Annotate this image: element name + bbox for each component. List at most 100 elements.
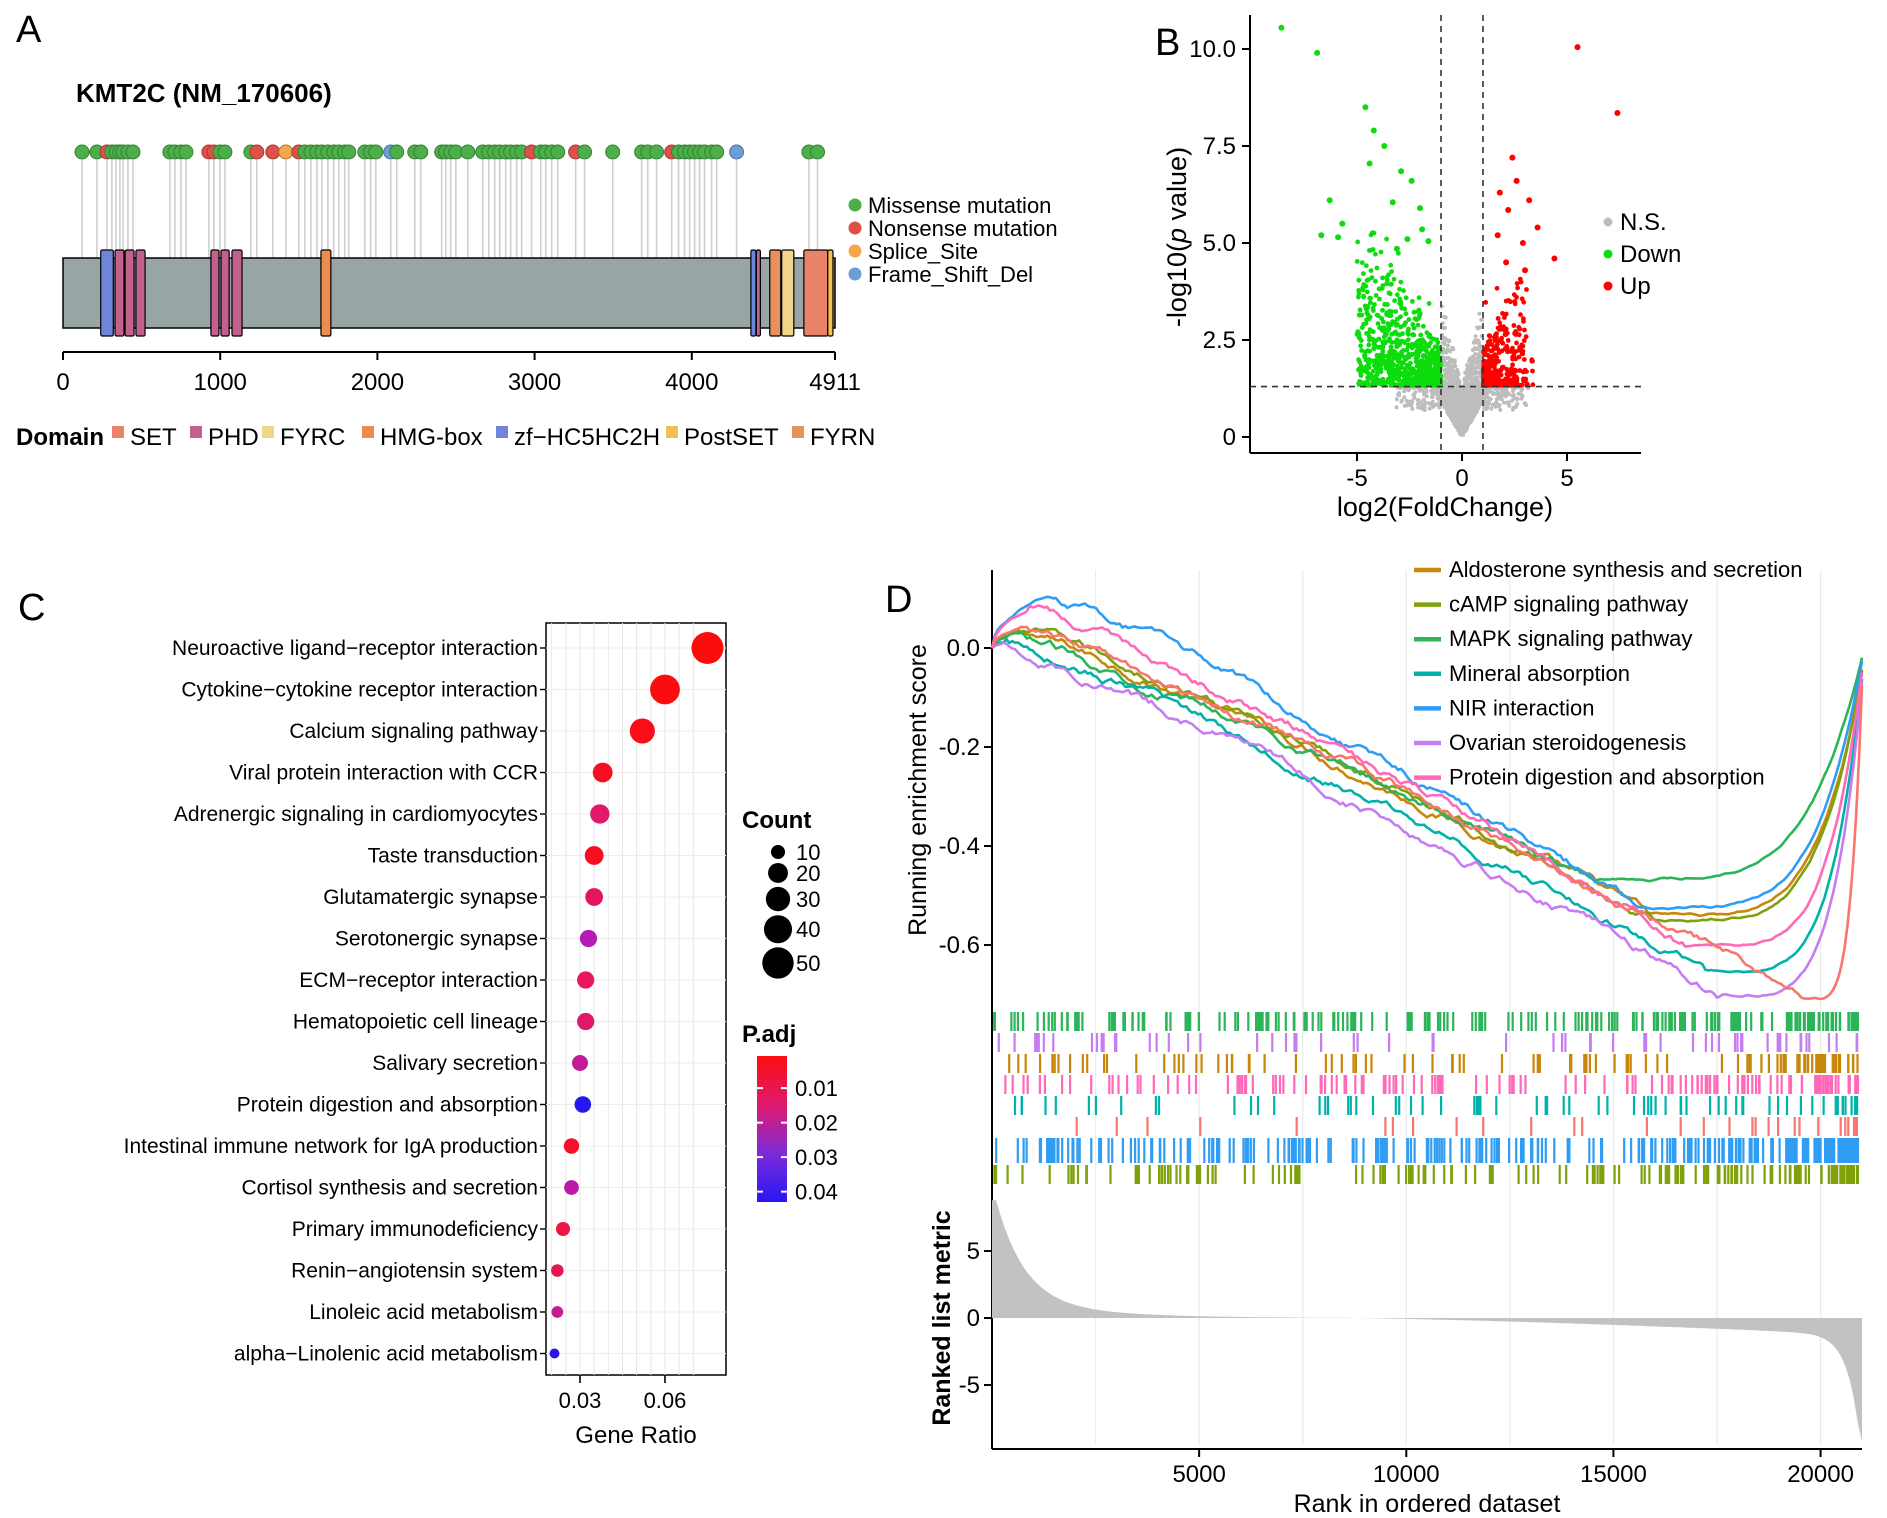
pathway-label: Intestinal immune network for IgA produc… xyxy=(124,1135,538,1158)
pathway-dot xyxy=(551,1306,564,1318)
volcano-y-tick: 0 xyxy=(1223,424,1236,451)
padj-legend-title: P.adj xyxy=(742,1021,796,1048)
domain-swatch xyxy=(362,426,374,438)
gsea-curve xyxy=(991,641,1864,1000)
rank-tick-label: 20000 xyxy=(1787,1461,1854,1488)
gene-ratio-tick: 0.03 xyxy=(559,1388,602,1413)
pathway-label: Viral protein interaction with CCR xyxy=(229,762,538,785)
pathway-dot xyxy=(592,762,613,783)
gene-ratio-tick: 0.06 xyxy=(644,1388,687,1413)
x-tick-label: 0 xyxy=(56,369,69,396)
pathway-dot xyxy=(574,1096,592,1113)
domain-swatch xyxy=(792,426,804,438)
domain-legend-label: PHD xyxy=(208,424,259,451)
domain-swatch xyxy=(112,426,124,438)
mutation-legend-label: Splice_Site xyxy=(868,239,978,264)
domain-legend-label: FYRN xyxy=(810,424,875,451)
count-legend-title: Count xyxy=(742,807,811,834)
count-legend-value: 50 xyxy=(796,951,820,976)
pathway-dot xyxy=(555,1221,571,1237)
x-tick-label: 4911 xyxy=(809,369,861,396)
pathway-label: Protein digestion and absorption xyxy=(237,1094,538,1117)
count-legend-value: 10 xyxy=(796,840,820,865)
pathway-dot xyxy=(564,1180,579,1195)
volcano-thresholds xyxy=(1250,15,1641,453)
gsea-legend-label: Aldosterone synthesis and secretion xyxy=(1449,557,1802,582)
domain-legend-label: PostSET xyxy=(684,424,779,451)
pathway-dot xyxy=(563,1138,580,1154)
panel-a-letter: A xyxy=(16,9,42,51)
rug-row xyxy=(1004,1075,1860,1094)
x-tick-label: 1000 xyxy=(194,369,247,396)
gsea-legend-label: cAMP signaling pathway xyxy=(1449,592,1688,617)
metric-tick-label: 5 xyxy=(967,1238,980,1265)
gsea-grid xyxy=(1094,570,1822,1445)
rug-row xyxy=(995,1138,1860,1163)
splice-legend-dot xyxy=(848,244,862,258)
padj-legend: P.adj 0.01 0.02 0.03 0.04 xyxy=(742,1021,838,1205)
pathway-dot xyxy=(584,846,604,865)
rug-row xyxy=(1008,1054,1859,1073)
gsea-legend-label: Mineral absorption xyxy=(1449,661,1630,686)
count-legend-value: 40 xyxy=(796,917,820,942)
pathway-label: Hematopoietic cell lineage xyxy=(293,1011,538,1034)
count-legend-value: 20 xyxy=(796,861,820,886)
pathway-dot xyxy=(551,1264,564,1277)
domain-legend-label: zf−HC5HC2H xyxy=(514,424,660,451)
gsea-legend: Aldosterone synthesis and secretion cAMP … xyxy=(1414,557,1802,790)
pathway-dot xyxy=(549,1348,560,1359)
gene-title: KMT2C (NM_170606) xyxy=(76,78,332,108)
rank-tick-label: 10000 xyxy=(1373,1461,1440,1488)
es-tick-label: -0.4 xyxy=(939,833,980,860)
pathway-label: Serotonergic synapse xyxy=(335,928,538,951)
pathway-dot xyxy=(650,674,680,705)
es-axis-label: Running enrichment score xyxy=(904,644,932,936)
x-tick-label: 2000 xyxy=(351,369,404,396)
domain-swatch xyxy=(262,426,274,438)
padj-tick-label: 0.01 xyxy=(795,1076,838,1101)
mutation-legend-label: Missense mutation xyxy=(868,193,1051,218)
gsea-curve xyxy=(990,625,1864,1001)
pathway-label: Adrenergic signaling in cardiomyocytes xyxy=(174,803,538,826)
volcano-legend-label: N.S. xyxy=(1620,209,1667,236)
gsea-legend-label: Protein digestion and absorption xyxy=(1449,765,1765,790)
pathway-dot xyxy=(691,631,724,665)
panel-d-letter: D xyxy=(885,579,912,621)
volcano-x-tick: 0 xyxy=(1455,465,1468,492)
volcano-x-tick: -5 xyxy=(1346,465,1367,492)
es-tick-label: -0.2 xyxy=(939,734,980,761)
x-tick-label: 3000 xyxy=(508,369,561,396)
count-legend-value: 30 xyxy=(796,887,820,912)
es-tick-label: 0.0 xyxy=(947,635,980,662)
protein-bar xyxy=(62,257,836,329)
protein-domains xyxy=(100,249,834,337)
panel-c-letter: C xyxy=(18,587,45,629)
pathway-label: Cortisol synthesis and secretion xyxy=(242,1177,538,1200)
pathway-dot xyxy=(585,888,604,906)
gene-ratio-axis-label: Gene Ratio xyxy=(575,1422,696,1449)
padj-tick-label: 0.03 xyxy=(795,1145,838,1170)
gsea-curve xyxy=(990,628,1864,918)
domain-legend-label: FYRC xyxy=(280,424,345,451)
volcano-legend-label: Up xyxy=(1620,273,1651,300)
pathway-label: Renin−angiotensin system xyxy=(291,1260,538,1283)
volcano-points-up xyxy=(1481,44,1621,388)
gsea-curves xyxy=(990,595,1864,1001)
ranked-metric-area xyxy=(992,1200,1862,1442)
volcano-points-down xyxy=(1278,24,1443,388)
rug-row xyxy=(1075,1117,1858,1136)
metric-tick-label: 0 xyxy=(967,1305,980,1332)
volcano-legend-dot xyxy=(1603,217,1613,227)
panel-a-lollipop: A KMT2C (NM_170606) 0 1000 2000 3000 4000 4911 M… xyxy=(16,9,1058,451)
volcano-points-ns xyxy=(1394,304,1530,437)
pathway-label: Linoleic acid metabolism xyxy=(309,1301,538,1324)
gsea-curve xyxy=(990,627,1864,923)
volcano-legend: N.S. Down Up xyxy=(1603,209,1681,300)
volcano-y-tick: 5.0 xyxy=(1203,230,1236,257)
domain-swatch xyxy=(666,426,678,438)
domain-legend-label: HMG-box xyxy=(380,424,483,451)
gsea-curve xyxy=(990,631,1864,884)
missense-legend-dot xyxy=(848,198,862,212)
